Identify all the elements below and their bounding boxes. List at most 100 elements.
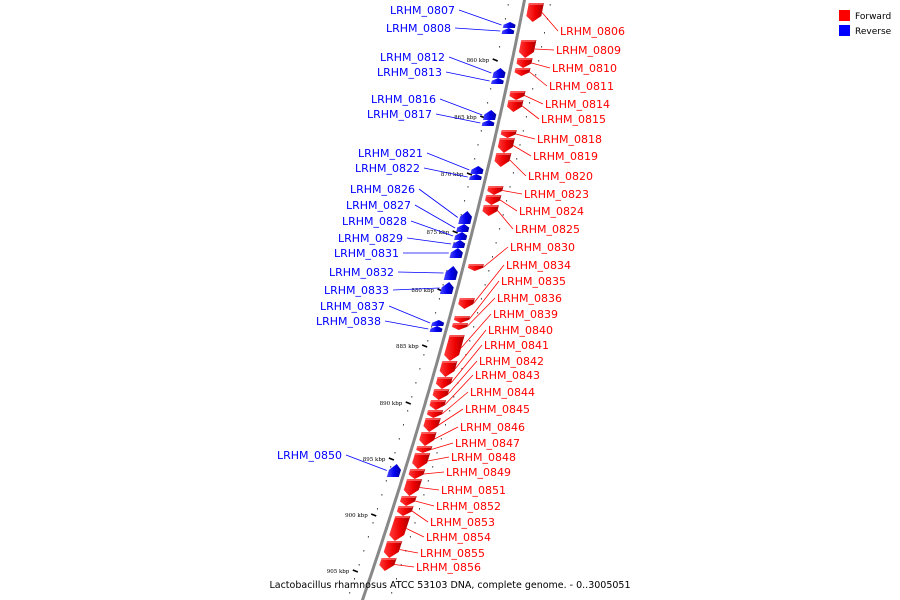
- reverse-gene-feature: [502, 22, 516, 28]
- forward-gene-feature: [400, 496, 417, 506]
- label-leader-line: [445, 71, 490, 82]
- label-leader-line: [423, 471, 445, 475]
- label-leader-line: [411, 510, 429, 523]
- scale-tick-label: 860 kbp: [467, 58, 490, 64]
- forward-gene-feature: [452, 323, 469, 330]
- forward-gene-label: LRHM_0810: [552, 62, 617, 75]
- scale-tick-label: 890 kbp: [380, 401, 403, 407]
- forward-gene-label: LRHM_0854: [426, 531, 491, 544]
- label-leader-line: [394, 564, 415, 568]
- label-leader-line: [406, 528, 425, 538]
- forward-gene-label: LRHM_0814: [545, 98, 610, 111]
- gene-labels: LRHM_0806 LRHM_0809 LRHM_0810 LRHM_0811 LRHM…: [277, 4, 625, 574]
- reverse-gene-feature: [449, 248, 463, 258]
- scale-tick: [352, 569, 359, 573]
- label-leader-line: [438, 408, 464, 426]
- forward-gene-feature: [379, 558, 397, 571]
- forward-gene-feature: [408, 469, 426, 479]
- legend: Forward Reverse: [839, 10, 892, 37]
- forward-gene-label: LRHM_0848: [451, 451, 516, 464]
- forward-gene-label: LRHM_0855: [420, 547, 485, 560]
- label-leader-line: [521, 105, 540, 120]
- scale-tick: [405, 401, 412, 405]
- forward-gene-feature: [383, 541, 403, 558]
- label-leader-line: [502, 190, 523, 195]
- forward-gene-feature: [487, 186, 504, 195]
- label-leader-line: [434, 426, 459, 440]
- label-leader-line: [450, 344, 483, 384]
- reverse-gene-feature: [439, 282, 454, 294]
- scale-tick-label: 875 kbp: [427, 230, 450, 236]
- reverse-gene-label: LRHM_0826: [350, 183, 415, 196]
- forward-gene-label: LRHM_0844: [470, 386, 535, 399]
- scale-tick-label: 880 kbp: [411, 288, 434, 294]
- scale-tick-label: 900 kbp: [345, 513, 368, 519]
- reverse-gene-label: LRHM_0817: [367, 108, 432, 121]
- label-leader-line: [423, 167, 468, 178]
- reverse-gene-label: LRHM_0831: [334, 247, 399, 260]
- forward-gene-label: LRHM_0840: [488, 324, 553, 337]
- forward-gene-feature: [444, 335, 465, 361]
- reverse-gene-feature: [452, 240, 466, 248]
- label-leader-line: [468, 280, 500, 320]
- gene-features: [379, 3, 544, 571]
- reverse-gene-label: LRHM_0821: [358, 147, 423, 160]
- legend-reverse-swatch: [839, 25, 850, 36]
- forward-gene-feature: [389, 516, 411, 541]
- forward-gene-feature: [412, 453, 431, 469]
- label-leader-line: [524, 95, 544, 105]
- forward-gene-label: LRHM_0836: [497, 292, 562, 305]
- forward-gene-label: LRHM_0825: [515, 223, 580, 236]
- label-leader-line: [441, 391, 469, 415]
- label-leader-line: [414, 204, 456, 229]
- label-leader-line: [419, 487, 440, 491]
- label-leader-line: [426, 152, 470, 171]
- label-leader-line: [448, 56, 492, 74]
- forward-gene-feature: [514, 68, 531, 76]
- forward-gene-feature: [453, 316, 470, 323]
- label-leader-line: [541, 12, 559, 32]
- forward-gene-feature: [500, 130, 517, 138]
- reverse-gene-feature: [454, 232, 468, 240]
- reverse-gene-feature: [458, 211, 472, 224]
- genome-caption: Lactobacillus rhamnosus ATCC 53103 DNA, …: [269, 580, 630, 591]
- scale-tick-label: 895 kbp: [363, 457, 386, 463]
- reverse-gene-feature: [431, 320, 445, 326]
- scale-tick-label: 885 kbp: [396, 344, 419, 350]
- legend-forward-label: Forward: [855, 12, 891, 22]
- forward-gene-feature: [403, 479, 423, 496]
- forward-gene-label: LRHM_0852: [436, 500, 501, 513]
- forward-gene-feature: [467, 264, 484, 271]
- forward-gene-feature: [435, 377, 453, 389]
- reverse-gene-label: LRHM_0816: [371, 93, 436, 106]
- reverse-gene-feature: [492, 68, 506, 78]
- forward-gene-label: LRHM_0824: [519, 205, 584, 218]
- reverse-gene-feature: [481, 120, 495, 126]
- forward-gene-feature: [429, 400, 447, 410]
- forward-gene-label: LRHM_0820: [528, 170, 593, 183]
- reverse-gene-label: LRHM_0807: [390, 4, 455, 17]
- forward-gene-label: LRHM_0843: [475, 369, 540, 382]
- label-leader-line: [454, 27, 501, 32]
- reverse-gene-label: LRHM_0813: [377, 66, 442, 79]
- forward-gene-feature: [416, 446, 433, 453]
- label-leader-line: [415, 500, 435, 507]
- reverse-gene-feature: [501, 28, 515, 34]
- forward-gene-feature: [485, 195, 502, 205]
- forward-gene-feature: [518, 40, 537, 58]
- forward-gene-label: LRHM_0849: [446, 466, 511, 479]
- forward-gene-feature: [396, 506, 414, 516]
- forward-gene-label: LRHM_0811: [549, 80, 614, 93]
- legend-forward-swatch: [839, 10, 850, 21]
- label-leader-line: [515, 133, 536, 140]
- tick-marks: 860 kbp 865 kbp 870 kbp 875 kbp 880 kbp 885 k…: [327, 58, 498, 575]
- reverse-gene-label: LRHM_0808: [386, 22, 451, 35]
- reverse-gene-label: LRHM_0832: [329, 266, 394, 279]
- forward-gene-feature: [507, 100, 524, 112]
- label-leader-line: [439, 98, 483, 116]
- forward-gene-label: LRHM_0841: [484, 339, 549, 352]
- label-leader-line: [345, 454, 387, 471]
- forward-gene-feature: [432, 389, 450, 400]
- forward-gene-feature: [516, 58, 533, 68]
